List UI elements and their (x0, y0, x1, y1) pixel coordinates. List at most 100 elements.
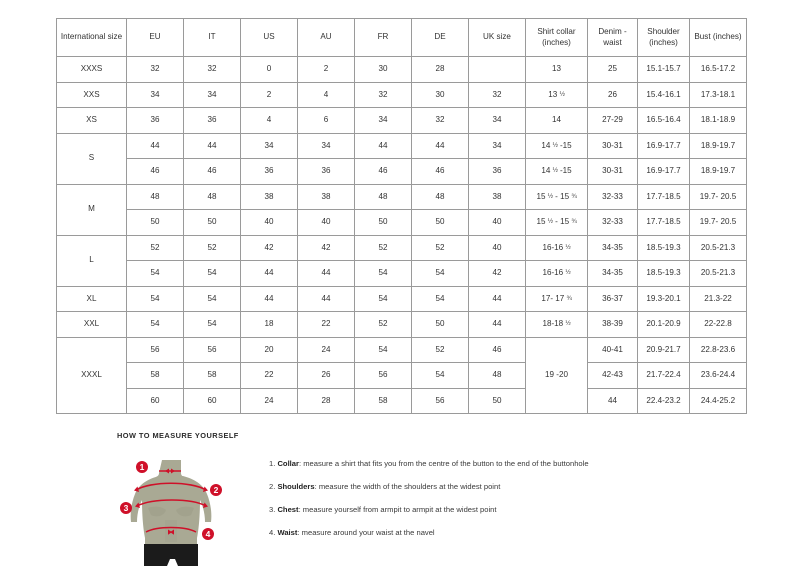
cell-uk-size: 44 (468, 311, 526, 338)
cell-shirt-collar: 13 (525, 56, 588, 83)
table-row: 54 54 44 44 54 54 42 16-16 ½ 34-35 18.5-19.3 20.5-… (57, 260, 747, 287)
cell-eu: 52 (126, 234, 184, 261)
size-chart-table: International size EU IT US AU FR DE UK … (56, 18, 747, 414)
cell-uk-size: 44 (468, 285, 526, 312)
cell-it: 36 (183, 107, 241, 134)
cell-uk-size: 38 (468, 183, 526, 210)
cell-denim-waist: 40-41 (587, 336, 638, 363)
svg-text:1: 1 (140, 462, 145, 472)
cell-fr: 46 (354, 158, 412, 185)
cell-eu: 56 (126, 336, 184, 363)
measure-step: 4. Waist: measure around your waist at t… (269, 528, 435, 538)
cell-bust: 22-22.8 (689, 311, 747, 338)
cell-shoulder: 15.1-15.7 (637, 56, 690, 83)
cell-au: 38 (297, 183, 355, 210)
cell-fr: 34 (354, 107, 412, 134)
table-row: XXS 34 34 2 4 32 30 32 13 ½ 26 15.4-16.1 17.3-18.1 (56, 81, 747, 108)
cell-eu: 44 (126, 132, 184, 159)
column-header-uk-size: UK size (468, 18, 526, 57)
table-row: 60 60 24 28 58 56 50 44 22.4-23.2 24.4-25.2 (57, 387, 747, 414)
column-header-shoulder: Shoulder (inches) (637, 18, 690, 57)
cell-us: 4 (240, 107, 298, 134)
cell-de: 32 (411, 107, 469, 134)
cell-au: 4 (297, 81, 355, 108)
cell-denim-waist: 26 (587, 81, 638, 108)
column-header-shirt-collar: Shirt collar (inches) (525, 18, 588, 57)
column-header-denim-waist: Denim - waist (587, 18, 638, 57)
column-header-it: IT (183, 18, 241, 57)
cell-international-size: XXS (56, 81, 127, 108)
cell-fr: 54 (354, 260, 412, 287)
cell-shirt-collar: 15 ½ - 15 ¾ (525, 183, 588, 210)
cell-denim-waist: 34-35 (587, 234, 638, 261)
measure-step: 1. Collar: measure a shirt that fits you… (269, 459, 589, 468)
measure-steps-list: 1. Collar: measure a shirt that fits you… (269, 460, 589, 552)
cell-shirt-collar: 16-16 ½ (525, 234, 588, 261)
cell-us: 2 (240, 81, 298, 108)
cell-it: 56 (183, 336, 241, 363)
cell-de: 28 (411, 56, 469, 83)
cell-bust: 17.3-18.1 (689, 81, 747, 108)
cell-denim-waist: 36-37 (587, 285, 638, 312)
cell-shirt-collar: 17- 17 ¾ (525, 285, 588, 312)
table-row: 58 58 22 26 56 54 48 42-43 21.7-22.4 23.6-24.4 (57, 362, 747, 389)
cell-eu: 48 (126, 183, 184, 210)
cell-fr: 58 (354, 387, 412, 414)
cell-uk-size: 48 (468, 362, 526, 389)
cell-international-size: L (56, 234, 127, 287)
cell-us: 0 (240, 56, 298, 83)
cell-shirt-collar: 18-18 ½ (525, 311, 588, 338)
cell-it: 32 (183, 56, 241, 83)
column-header-de: DE (411, 18, 469, 57)
measure-step: 2. Shoulders: measure the width of the s… (269, 482, 501, 492)
cell-fr: 44 (354, 132, 412, 159)
cell-it: 52 (183, 234, 241, 261)
cell-shirt-collar: 14 ½ -15 (525, 132, 588, 159)
table-header: International size EU IT US AU FR DE UK … (56, 18, 747, 57)
cell-au: 28 (297, 387, 355, 414)
cell-shirt-collar: 14 (525, 107, 588, 134)
cell-au: 42 (297, 234, 355, 261)
cell-us: 18 (240, 311, 298, 338)
cell-au: 24 (297, 336, 355, 363)
cell-au: 36 (297, 158, 355, 185)
cell-denim-waist: 32-33 (587, 209, 638, 236)
cell-uk-size: 34 (468, 132, 526, 159)
table-row: XL 54 54 44 44 54 54 44 17- 17 ¾ 36-37 19.3-20.1 21… (56, 285, 747, 312)
cell-it: 50 (183, 209, 241, 236)
cell-au: 6 (297, 107, 355, 134)
cell-eu: 32 (126, 56, 184, 83)
cell-de: 44 (411, 132, 469, 159)
cell-shoulder: 18.5-19.3 (637, 260, 690, 287)
cell-it: 48 (183, 183, 241, 210)
table-row: L 52 52 42 42 52 52 40 16-16 ½ 34-35 18.5-19.3 20.5… (56, 234, 747, 287)
cell-de: 54 (411, 260, 469, 287)
table-row: M 48 48 38 38 48 48 38 15 ½ - 15 ¾ 32-33 17.7-18.5… (56, 183, 747, 236)
cell-us: 42 (240, 234, 298, 261)
cell-au: 40 (297, 209, 355, 236)
cell-bust: 20.5-21.3 (689, 260, 747, 287)
cell-shoulder: 21.7-22.4 (637, 362, 690, 389)
cell-denim-waist: 38-39 (587, 311, 638, 338)
cell-eu: 34 (126, 81, 184, 108)
cell-uk-size: 34 (468, 107, 526, 134)
cell-shoulder: 18.5-19.3 (637, 234, 690, 261)
cell-bust: 23.6-24.4 (689, 362, 747, 389)
cell-us: 34 (240, 132, 298, 159)
cell-de: 52 (411, 234, 469, 261)
measure-step-label: Collar (277, 459, 299, 468)
cell-shoulder: 20.1-20.9 (637, 311, 690, 338)
cell-eu: 54 (126, 260, 184, 287)
cell-shirt-collar: 19 -20 (525, 336, 588, 414)
how-to-measure-section: HOW TO MEASURE YOURSELF (117, 431, 757, 574)
badge-2-shoulders: 2 (210, 484, 222, 496)
cell-fr: 54 (354, 285, 412, 312)
size-chart-container: International size EU IT US AU FR DE UK … (56, 18, 747, 414)
cell-bust: 22.8-23.6 (689, 336, 747, 363)
cell-bust: 18.1-18.9 (689, 107, 747, 134)
cell-fr: 56 (354, 362, 412, 389)
cell-uk-size: 36 (468, 158, 526, 185)
table-body: XXXS 32 32 0 2 30 28 13 25 15.1-15.7 16.5-17.2 XXS 3… (56, 56, 747, 414)
cell-eu: 60 (126, 387, 184, 414)
cell-it: 58 (183, 362, 241, 389)
